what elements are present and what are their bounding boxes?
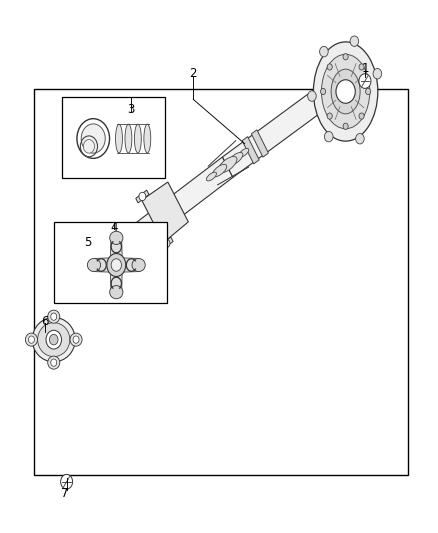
Ellipse shape	[314, 42, 378, 141]
Ellipse shape	[134, 124, 141, 153]
Circle shape	[307, 91, 316, 101]
Circle shape	[51, 313, 57, 320]
Text: 5: 5	[85, 237, 92, 249]
Ellipse shape	[321, 54, 370, 129]
Ellipse shape	[212, 164, 227, 177]
Circle shape	[73, 336, 79, 343]
Polygon shape	[141, 182, 188, 243]
Circle shape	[336, 80, 355, 103]
Polygon shape	[94, 257, 117, 272]
Text: 1: 1	[361, 61, 369, 75]
Polygon shape	[137, 157, 233, 243]
Circle shape	[320, 46, 328, 57]
Ellipse shape	[125, 124, 132, 153]
Ellipse shape	[25, 333, 37, 346]
Circle shape	[327, 64, 332, 70]
Ellipse shape	[331, 69, 360, 114]
Circle shape	[350, 36, 359, 46]
Polygon shape	[110, 265, 122, 292]
Circle shape	[163, 239, 170, 248]
Text: 7: 7	[61, 487, 68, 500]
Bar	[62, 97, 166, 177]
Ellipse shape	[206, 172, 216, 181]
Circle shape	[343, 123, 348, 130]
Ellipse shape	[48, 356, 60, 369]
Polygon shape	[160, 237, 173, 250]
Circle shape	[46, 330, 61, 349]
Polygon shape	[251, 130, 268, 157]
Ellipse shape	[70, 333, 82, 346]
Circle shape	[60, 474, 73, 489]
Ellipse shape	[239, 148, 249, 157]
Polygon shape	[136, 190, 149, 203]
Ellipse shape	[110, 286, 123, 299]
Polygon shape	[117, 257, 138, 272]
Ellipse shape	[48, 310, 60, 323]
Ellipse shape	[87, 259, 101, 272]
Ellipse shape	[116, 124, 123, 153]
Circle shape	[373, 68, 381, 79]
Circle shape	[359, 74, 371, 88]
Ellipse shape	[38, 322, 70, 357]
Polygon shape	[242, 136, 259, 164]
Circle shape	[343, 54, 348, 60]
Ellipse shape	[144, 124, 151, 153]
Circle shape	[327, 113, 332, 119]
Text: 6: 6	[42, 315, 49, 328]
Circle shape	[359, 64, 364, 70]
Polygon shape	[110, 238, 122, 265]
Circle shape	[359, 113, 364, 119]
Circle shape	[81, 124, 105, 153]
Circle shape	[49, 334, 58, 345]
Circle shape	[325, 132, 333, 142]
Ellipse shape	[218, 157, 237, 173]
Circle shape	[28, 336, 35, 343]
Text: 4: 4	[110, 221, 117, 234]
Ellipse shape	[229, 152, 243, 165]
Text: 3: 3	[127, 103, 135, 116]
Bar	[35, 89, 408, 475]
Circle shape	[366, 88, 371, 95]
Polygon shape	[223, 89, 325, 177]
Ellipse shape	[132, 259, 145, 272]
Ellipse shape	[110, 231, 123, 245]
Ellipse shape	[32, 318, 75, 362]
Circle shape	[321, 88, 326, 95]
Circle shape	[356, 133, 364, 144]
Text: 2: 2	[190, 67, 197, 80]
Circle shape	[51, 359, 57, 366]
Circle shape	[111, 259, 121, 271]
Circle shape	[139, 192, 146, 200]
Circle shape	[107, 254, 126, 277]
Bar	[54, 222, 167, 303]
Circle shape	[83, 140, 95, 153]
